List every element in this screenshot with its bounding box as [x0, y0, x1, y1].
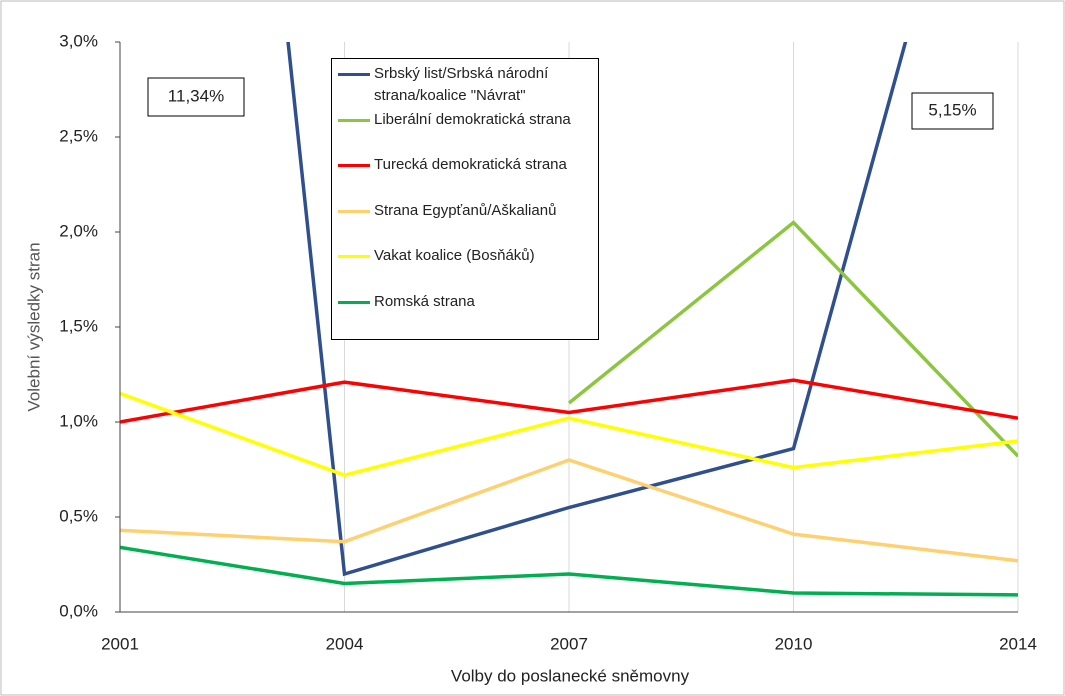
legend-label: Turecká demokratická strana [374, 156, 567, 173]
legend-swatch [338, 255, 370, 258]
annotation: 11,34% [168, 86, 224, 105]
y-tick-label: 2,0% [59, 221, 98, 240]
legend-swatch [338, 73, 370, 76]
y-tick-label: 2,5% [59, 126, 98, 145]
x-tick-label: 2001 [101, 634, 139, 653]
legend-label: Liberální demokratická strana [374, 110, 571, 128]
legend-label: Romská strana [374, 292, 475, 310]
legend-label: Strana Egypťanů/Aškalianů [374, 201, 557, 219]
legend-item: Romská strana [338, 291, 592, 337]
series-line [286, 42, 908, 577]
legend-swatch [338, 164, 370, 167]
legend-label: Vakat koalice (Bosňáků) [374, 247, 535, 264]
legend-item: Strana Egypťanů/Aškalianů [338, 200, 592, 246]
y-axis-title: Volební výsledky stran [24, 242, 43, 411]
series-line [120, 545, 1018, 597]
y-tick-label: 1,0% [59, 411, 98, 430]
legend-item: Vakat koalice (Bosňáků) [338, 245, 592, 291]
legend-item: Turecká demokratická strana [338, 154, 592, 200]
y-tick-label: 0,0% [59, 601, 98, 620]
legend-label: Srbský list/Srbská národní strana/koalic… [374, 65, 549, 104]
y-tick-label: 0,5% [59, 506, 98, 525]
annotation: 5,15% [928, 100, 976, 119]
y-tick-label: 3,0% [59, 31, 98, 50]
legend-item: Srbský list/Srbská národní strana/koalic… [338, 63, 592, 109]
legend-swatch [338, 209, 370, 213]
legend-swatch [338, 300, 370, 304]
x-axis-title: Volby do poslanecké sněmovny [451, 666, 690, 685]
series-line [120, 458, 1018, 563]
legend-swatch [338, 118, 370, 122]
series-line [120, 391, 1018, 478]
x-tick-label: 2007 [550, 634, 588, 653]
x-tick-label: 2014 [999, 634, 1037, 653]
x-tick-label: 2004 [326, 634, 364, 653]
annotation-box [147, 77, 245, 117]
legend-item: Liberální demokratická strana [338, 109, 592, 155]
series-line [120, 378, 1018, 424]
series-line [567, 220, 1018, 458]
legend: Srbský list/Srbská národní strana/koalic… [331, 58, 599, 340]
y-tick-label: 1,5% [59, 316, 98, 335]
x-tick-label: 2010 [775, 634, 813, 653]
annotation-box [911, 92, 994, 130]
